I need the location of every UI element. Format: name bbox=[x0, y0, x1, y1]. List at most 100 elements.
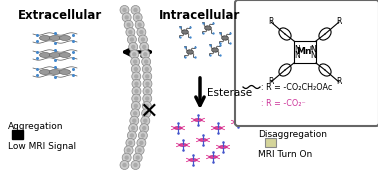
Circle shape bbox=[143, 65, 151, 74]
Circle shape bbox=[143, 94, 152, 103]
Text: Low MRI Signal: Low MRI Signal bbox=[8, 142, 76, 151]
Circle shape bbox=[141, 133, 145, 138]
Ellipse shape bbox=[247, 102, 253, 104]
Circle shape bbox=[131, 126, 135, 130]
Ellipse shape bbox=[179, 143, 187, 146]
Circle shape bbox=[132, 118, 136, 123]
Circle shape bbox=[124, 20, 133, 29]
Circle shape bbox=[132, 79, 141, 88]
Circle shape bbox=[122, 13, 131, 22]
Ellipse shape bbox=[189, 159, 197, 162]
Circle shape bbox=[133, 163, 138, 167]
Circle shape bbox=[130, 133, 134, 138]
Circle shape bbox=[134, 74, 138, 79]
Circle shape bbox=[137, 138, 146, 147]
Circle shape bbox=[143, 101, 151, 110]
Circle shape bbox=[122, 8, 127, 12]
Ellipse shape bbox=[174, 126, 182, 129]
Ellipse shape bbox=[50, 53, 60, 57]
Circle shape bbox=[128, 141, 133, 145]
Circle shape bbox=[145, 67, 149, 71]
Text: R: R bbox=[268, 18, 274, 27]
Circle shape bbox=[145, 96, 149, 101]
Circle shape bbox=[130, 37, 134, 42]
Text: ✕: ✕ bbox=[139, 102, 157, 122]
Circle shape bbox=[133, 8, 138, 12]
Ellipse shape bbox=[222, 36, 228, 40]
Circle shape bbox=[143, 118, 147, 123]
Circle shape bbox=[124, 155, 129, 160]
Text: N: N bbox=[294, 45, 300, 54]
Circle shape bbox=[145, 82, 150, 86]
Circle shape bbox=[133, 153, 142, 162]
Circle shape bbox=[127, 35, 136, 44]
Circle shape bbox=[133, 67, 138, 71]
Circle shape bbox=[134, 96, 138, 101]
Ellipse shape bbox=[59, 53, 71, 57]
Text: N: N bbox=[310, 50, 316, 59]
Circle shape bbox=[133, 111, 137, 116]
Circle shape bbox=[124, 146, 133, 155]
Circle shape bbox=[142, 45, 146, 49]
Circle shape bbox=[138, 23, 142, 27]
Circle shape bbox=[126, 28, 135, 37]
Circle shape bbox=[131, 45, 135, 49]
Circle shape bbox=[134, 82, 139, 86]
Ellipse shape bbox=[212, 48, 218, 52]
Circle shape bbox=[141, 37, 145, 42]
Text: : R = -CO₂CH₂OAc: : R = -CO₂CH₂OAc bbox=[261, 82, 332, 91]
Ellipse shape bbox=[39, 53, 51, 57]
Circle shape bbox=[138, 148, 142, 152]
Circle shape bbox=[138, 35, 147, 44]
Circle shape bbox=[126, 138, 135, 147]
Circle shape bbox=[135, 155, 140, 160]
Text: N: N bbox=[294, 50, 300, 59]
Circle shape bbox=[143, 52, 147, 56]
Text: Esterase: Esterase bbox=[207, 88, 252, 98]
Circle shape bbox=[142, 126, 146, 130]
Circle shape bbox=[127, 131, 136, 140]
Circle shape bbox=[122, 163, 127, 167]
Text: Intracellular: Intracellular bbox=[159, 9, 241, 22]
Circle shape bbox=[130, 50, 139, 59]
Circle shape bbox=[129, 124, 138, 133]
Circle shape bbox=[141, 116, 150, 125]
Ellipse shape bbox=[199, 139, 207, 141]
Circle shape bbox=[129, 42, 138, 51]
Circle shape bbox=[138, 131, 147, 140]
Circle shape bbox=[135, 146, 144, 155]
Circle shape bbox=[135, 15, 140, 20]
Circle shape bbox=[132, 94, 141, 103]
Ellipse shape bbox=[50, 70, 60, 74]
Ellipse shape bbox=[214, 126, 222, 129]
Circle shape bbox=[131, 160, 140, 169]
Ellipse shape bbox=[39, 70, 51, 74]
Ellipse shape bbox=[181, 30, 188, 34]
Circle shape bbox=[128, 30, 133, 34]
Text: MRI Turn On: MRI Turn On bbox=[258, 150, 312, 159]
Circle shape bbox=[122, 153, 131, 162]
Bar bbox=[265, 138, 276, 147]
Text: Disaggregation: Disaggregation bbox=[258, 130, 327, 139]
Bar bbox=[12, 130, 23, 139]
Circle shape bbox=[132, 72, 141, 81]
Circle shape bbox=[120, 160, 129, 169]
Circle shape bbox=[142, 57, 151, 66]
Ellipse shape bbox=[39, 36, 51, 40]
Circle shape bbox=[143, 79, 152, 88]
Circle shape bbox=[142, 109, 151, 118]
Circle shape bbox=[143, 72, 152, 81]
Text: N: N bbox=[310, 45, 316, 54]
Ellipse shape bbox=[204, 26, 211, 30]
Circle shape bbox=[144, 59, 149, 64]
Circle shape bbox=[126, 148, 131, 152]
Text: Extracellular: Extracellular bbox=[18, 9, 102, 22]
Ellipse shape bbox=[59, 36, 71, 40]
Text: R: R bbox=[336, 18, 342, 27]
FancyBboxPatch shape bbox=[235, 0, 378, 126]
Circle shape bbox=[140, 124, 149, 133]
Circle shape bbox=[139, 30, 144, 34]
Text: Aggregation: Aggregation bbox=[8, 122, 64, 131]
Circle shape bbox=[131, 57, 139, 66]
Ellipse shape bbox=[234, 121, 242, 123]
